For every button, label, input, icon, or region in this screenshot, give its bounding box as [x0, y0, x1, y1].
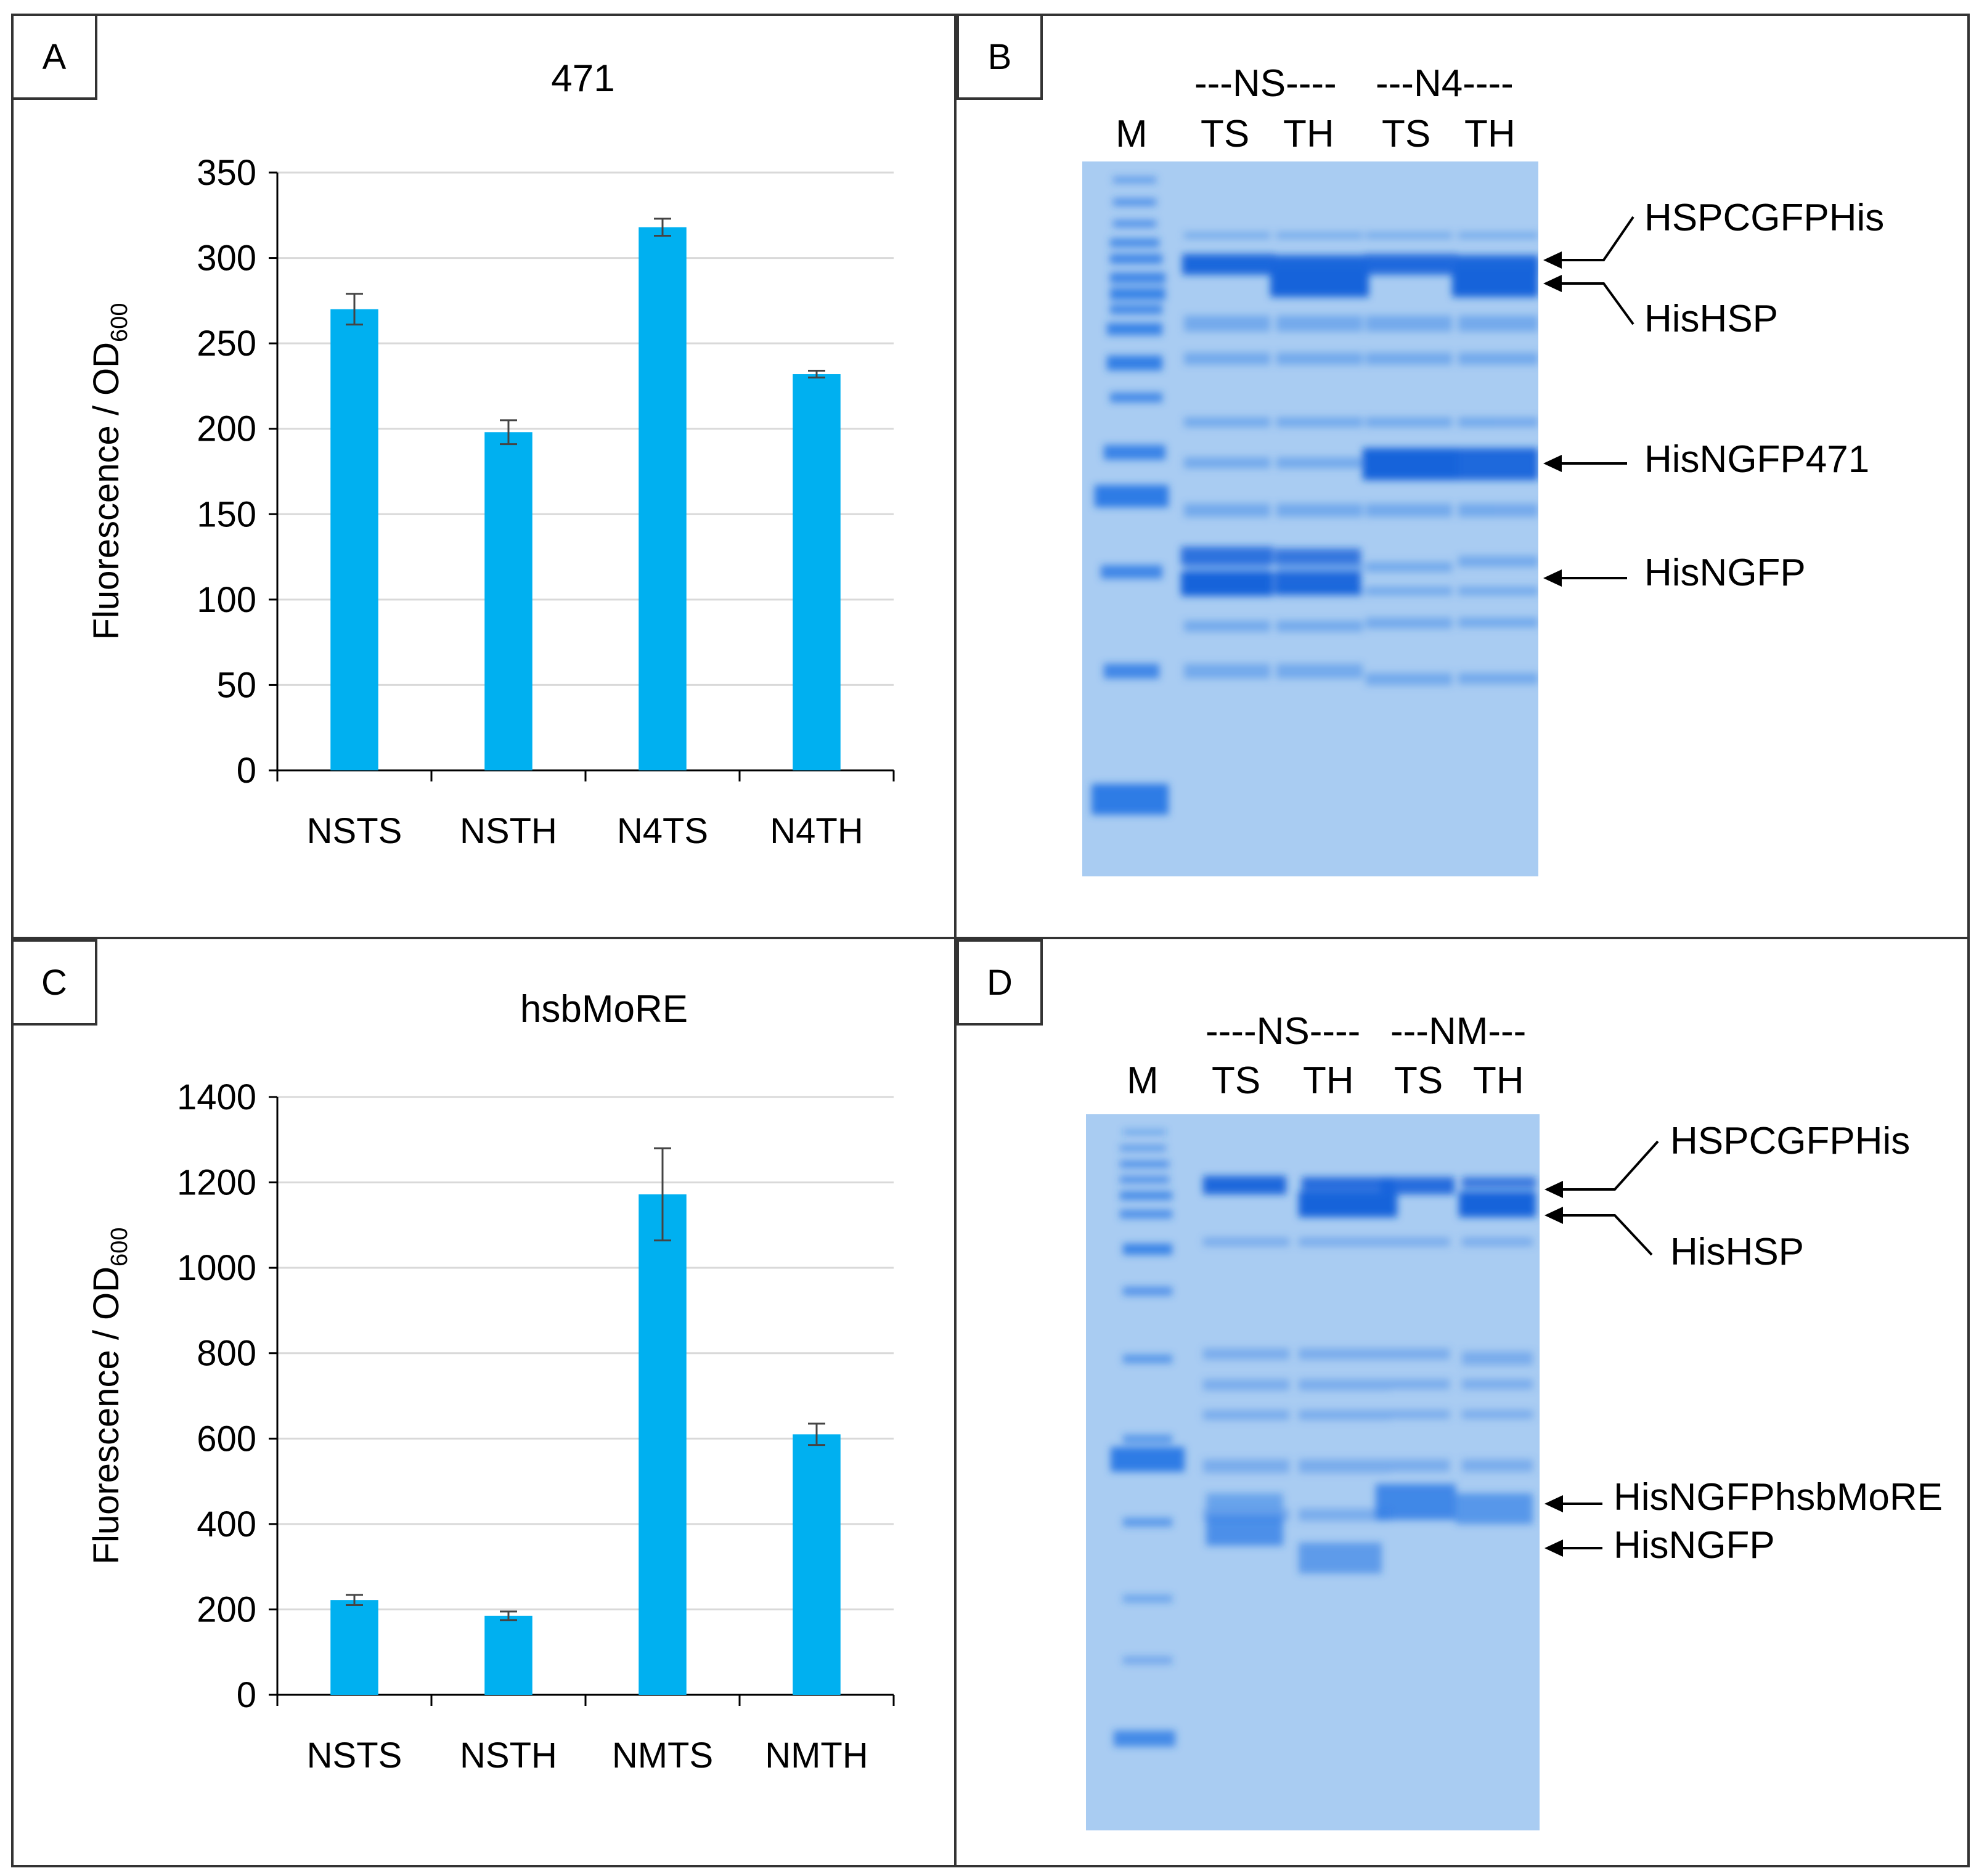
gel-b-group-right: ---N4----: [1376, 62, 1514, 105]
y-tick-label: 200: [197, 1589, 256, 1629]
gel-d-lane-1: TS: [1212, 1059, 1261, 1102]
arrow-line: [1553, 216, 1634, 261]
vertical-divider: [954, 14, 957, 1867]
y-tick-label: 400: [197, 1504, 256, 1544]
y-tick-label: 100: [197, 580, 256, 620]
gel-b-annot-hspcgfphis: HSPCGFPHis: [1644, 197, 1885, 239]
gel-d-annot-hisngfphsbmore: HisNGFPhsbMoRE: [1614, 1476, 1943, 1519]
gel-b-annot-hisngfp: HisNGFP: [1644, 552, 1806, 594]
x-tick-label: NSTS: [307, 1735, 402, 1776]
arrow-head-icon: [1543, 569, 1562, 587]
gel-d-annot-hisngfp: HisNGFP: [1614, 1524, 1775, 1567]
gel-d-arrows: [1544, 1140, 1659, 1557]
x-tick-label: NMTH: [765, 1735, 868, 1776]
y-tick-label: 200: [197, 409, 256, 449]
gel-d-group-left: ----NS----: [1206, 1010, 1361, 1053]
gel-d-lane-4: TH: [1473, 1059, 1524, 1102]
y-tick-label: 250: [197, 324, 256, 364]
chart-a: 0 50 100 150 200 250 300 350 NSTS NSTH N4TS N4TH Flu…: [86, 153, 895, 851]
gel-d-bands: [1111, 1130, 1536, 1747]
arrow-head-icon: [1543, 275, 1562, 292]
y-tick-label: 300: [197, 239, 256, 279]
y-axis-label-main: Fluorescence / OD: [86, 1266, 126, 1565]
bar-nsth: [484, 432, 532, 770]
x-tick-label: NSTH: [460, 811, 557, 851]
gel-d-lane-m: M: [1127, 1059, 1159, 1102]
gel-b-image: [1082, 161, 1538, 876]
panel-label-b: B: [957, 14, 1043, 100]
gel-b-annot-hishsp: HisHSP: [1644, 298, 1779, 340]
bar-nsts: [330, 309, 378, 770]
y-axis-label-subscript: 600: [107, 303, 133, 342]
gel-d-lane-3: TS: [1394, 1059, 1443, 1102]
gel-b-lane-2: TH: [1283, 113, 1334, 155]
arrow-head-icon: [1544, 1207, 1563, 1224]
bar-nmts: [639, 1194, 687, 1695]
y-tick-label: 0: [237, 1675, 256, 1715]
gel-d-annot-hishsp: HisHSP: [1670, 1231, 1805, 1273]
gel-b-arrows: [1543, 216, 1634, 587]
x-tick-label: N4TH: [770, 811, 863, 851]
arrow-head-icon: [1543, 455, 1562, 472]
panel-label-d: D: [957, 939, 1043, 1026]
x-tick-label: NMTS: [612, 1735, 713, 1776]
arrow-head-icon: [1544, 1540, 1563, 1557]
x-tick-label: NSTS: [307, 811, 402, 851]
gel-b-group-left: ---NS----: [1194, 62, 1337, 105]
y-tick-label: 800: [197, 1334, 256, 1374]
arrow-line: [1556, 1140, 1659, 1191]
bar-nsts: [330, 1600, 378, 1695]
gel-d-image: [1086, 1114, 1540, 1830]
horizontal-divider: [11, 937, 1970, 939]
x-tick-label: N4TS: [617, 811, 708, 851]
chart-c: 0 200 400 600 800 1000 1200 1400 NSTS NSTH NMTS NMT…: [86, 1077, 895, 1776]
gel-d-group-right: ---NM---: [1390, 1010, 1527, 1053]
chart-c-title: hsbMoRE: [520, 988, 688, 1030]
y-axis-label-subscript: 600: [107, 1228, 133, 1266]
panel-label-c: C: [11, 939, 97, 1026]
gel-d-lane-2: TH: [1303, 1059, 1354, 1102]
arrow-head-icon: [1543, 251, 1562, 269]
chart-a-title: 471: [551, 57, 615, 100]
y-axis-label: Fluorescence / OD600: [86, 303, 133, 640]
gel-b-lane-m: M: [1116, 113, 1148, 155]
gel-b-lane-1: TS: [1201, 113, 1250, 155]
x-tick-label: NSTH: [460, 1735, 557, 1776]
y-tick-label: 1400: [177, 1077, 256, 1117]
bar-nsth: [484, 1615, 532, 1695]
arrow-line: [1553, 282, 1634, 325]
arrow-head-icon: [1544, 1495, 1563, 1512]
bar-n4ts: [639, 227, 687, 770]
bar-n4th: [793, 374, 841, 770]
bar-nmth: [793, 1434, 841, 1695]
panel-label-a: A: [11, 14, 97, 100]
y-axis-label-main: Fluorescence / OD: [86, 342, 126, 640]
y-tick-label: 0: [237, 751, 256, 791]
y-tick-label: 150: [197, 494, 256, 534]
y-tick-label: 1200: [177, 1163, 256, 1203]
y-tick-label: 600: [197, 1419, 256, 1459]
gel-b-lane-4: TH: [1464, 113, 1516, 155]
arrow-line: [1556, 1214, 1653, 1256]
gel-d-annot-hspcgfphis: HSPCGFPHis: [1670, 1120, 1911, 1162]
y-tick-label: 50: [216, 665, 256, 705]
gel-b-annot-hisngfp471: HisNGFP471: [1644, 438, 1870, 481]
y-tick-label: 1000: [177, 1248, 256, 1288]
gel-b-lane-3: TS: [1382, 113, 1431, 155]
gel-b-bands: [1092, 177, 1538, 815]
y-axis-label: Fluorescence / OD600: [86, 1228, 133, 1565]
arrow-head-icon: [1544, 1181, 1563, 1198]
y-tick-label: 350: [197, 153, 256, 193]
